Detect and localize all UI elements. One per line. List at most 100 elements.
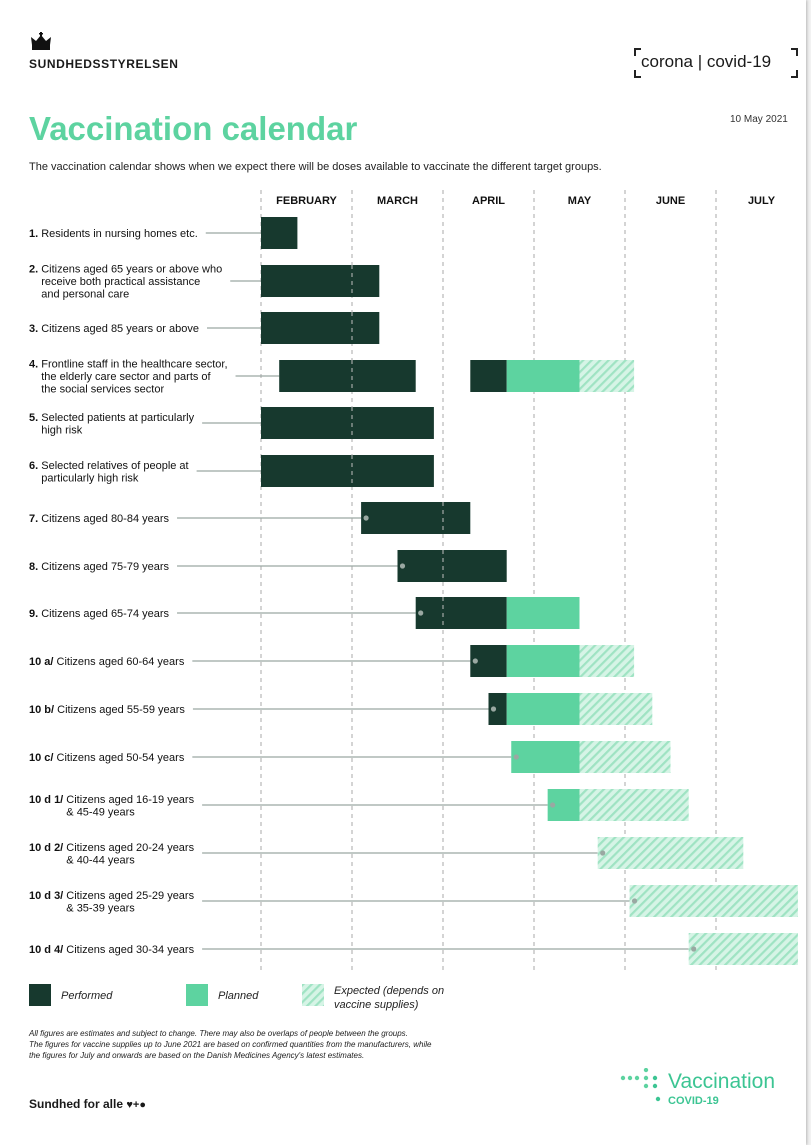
performed-bar	[261, 312, 380, 344]
logo-word: Vaccination	[668, 1070, 776, 1093]
dots-icon	[620, 1068, 661, 1102]
group-label-line: Citizens aged 80-84 years	[41, 513, 169, 525]
connector-dot	[399, 563, 406, 569]
group-label-line: high risk	[41, 424, 82, 436]
group-row: 10 c/ Citizens aged 50-54 years	[29, 741, 671, 773]
group-row: 1. Residents in nursing homes etc.	[29, 217, 298, 249]
expected-bar	[579, 789, 689, 821]
group-number: 6.	[29, 460, 41, 472]
footer-slogan: Sundhed for alle ♥+●	[29, 1097, 146, 1111]
expected-bar	[579, 741, 671, 773]
group-label-line: Selected patients at particularly	[41, 412, 194, 424]
group-row: 9. Citizens aged 65-74 years	[29, 597, 580, 629]
group-label-line: & 35-39 years	[66, 902, 135, 914]
group-number: 10 d 3/	[29, 890, 66, 902]
performed-bar	[397, 550, 507, 582]
group-row: 7. Citizens aged 80-84 years	[29, 502, 471, 534]
connector-dot	[600, 850, 606, 856]
connector-dot	[490, 706, 497, 712]
group-label: 7. Citizens aged 80-84 years	[29, 513, 170, 525]
performed-bar	[361, 502, 471, 534]
performed-bar	[415, 597, 507, 629]
month-label: MAY	[568, 195, 592, 207]
group-label-line: particularly high risk	[41, 472, 139, 484]
legend-expected-line-2: vaccine supplies)	[334, 999, 419, 1011]
group-label-line: Citizens aged 55-59 years	[57, 704, 185, 716]
legend-expected-line-1: Expected (depends on	[334, 985, 445, 997]
group-number: 7.	[29, 513, 41, 525]
connector-dot	[631, 898, 638, 904]
planned-bar	[506, 693, 580, 725]
group-label-line: Citizens aged 85 years or above	[41, 323, 199, 335]
legend-planned-swatch	[186, 984, 208, 1006]
planned-bar	[511, 741, 580, 773]
footnote-line: All figures are estimates and subject to…	[29, 1029, 408, 1038]
group-number: 1.	[29, 228, 41, 240]
group-row: 8. Citizens aged 75-79 years	[29, 550, 507, 582]
group-label: 10 c/ Citizens aged 50-54 years	[29, 752, 185, 764]
planned-bar	[506, 645, 580, 677]
group-label: 10 a/ Citizens aged 60-64 years	[29, 656, 185, 668]
group-number: 9.	[29, 608, 41, 620]
group-row: 3. Citizens aged 85 years or above	[29, 312, 380, 344]
group-number: 10 a/	[29, 656, 57, 668]
performed-bar	[488, 693, 507, 725]
group-label: 6. Selected relatives of people at partic…	[29, 460, 189, 485]
group-label: 10 d 4/ Citizens aged 30-34 years	[29, 944, 195, 956]
planned-bar	[506, 360, 580, 392]
group-label: 10 d 3/ Citizens aged 25-29 years & 35-39…	[29, 890, 195, 915]
logo-sub: COVID-19	[668, 1095, 719, 1107]
group-row: 10 d 4/ Citizens aged 30-34 years	[29, 933, 798, 965]
group-label: 10 d 2/ Citizens aged 20-24 years & 40-44…	[29, 842, 195, 867]
group-label-line: and personal care	[41, 289, 129, 301]
group-row: 6. Selected relatives of people at partic…	[29, 455, 434, 487]
legend-planned-label: Planned	[218, 990, 259, 1002]
group-number: 4.	[29, 359, 41, 371]
connector-dot	[691, 946, 697, 952]
legend-expected-swatch	[302, 984, 324, 1006]
group-label-line: Citizens aged 25-29 years	[66, 890, 194, 902]
legend-expected-label: Expected (depends on vaccine supplies)	[334, 984, 444, 1012]
expected-bar	[579, 645, 635, 677]
performed-bar	[261, 455, 434, 487]
expected-bar	[579, 360, 635, 392]
group-number: 8.	[29, 561, 41, 573]
group-label-line: Citizens aged 60-64 years	[57, 656, 185, 668]
page-subtitle: The vaccination calendar shows when we e…	[29, 161, 602, 173]
group-row: 10 d 2/ Citizens aged 20-24 years & 40-44…	[29, 837, 744, 869]
heart-plus-dot-icon: ♥+●	[126, 1099, 146, 1111]
group-label-line: the social services sector	[41, 384, 164, 396]
group-label-line: & 40-44 years	[66, 854, 135, 866]
expected-bar	[688, 933, 798, 965]
expected-bar	[597, 837, 744, 869]
vaccination-gantt-chart: FEBRUARYMARCHAPRILMAYJUNEJULYAUGUST 1. R…	[29, 190, 798, 970]
agency-name: SUNDHEDSSTYRELSEN	[29, 57, 179, 71]
group-label-line: & 45-49 years	[66, 806, 135, 818]
group-label-line: Residents in nursing homes etc.	[41, 228, 198, 240]
group-row: 10 d 1/ Citizens aged 16-19 years & 45-49…	[29, 789, 689, 821]
slogan-text: Sundhed for alle	[29, 1097, 124, 1111]
group-number: 2.	[29, 264, 41, 276]
group-label: 2. Citizens aged 65 years or above who re…	[29, 264, 222, 301]
legend-performed-swatch	[29, 984, 51, 1006]
connector-dot	[513, 754, 519, 760]
group-label-line: Citizens aged 30-34 years	[66, 944, 194, 956]
group-label: 10 d 1/ Citizens aged 16-19 years & 45-49…	[29, 794, 195, 819]
footnotes: All figures are estimates and subject to…	[29, 1028, 549, 1061]
group-number: 10 b/	[29, 704, 57, 716]
page-title: Vaccination calendar	[29, 110, 358, 147]
performed-bar	[261, 407, 434, 439]
corona-covid-logo: corona | covid-19	[634, 48, 798, 78]
group-row: 10 d 3/ Citizens aged 25-29 years & 35-39…	[29, 885, 798, 917]
connector-dot	[418, 610, 424, 616]
group-label-line: Citizens aged 65-74 years	[41, 608, 169, 620]
group-label-line: Citizens aged 50-54 years	[57, 752, 185, 764]
group-label-line: the elderly care sector and parts of	[41, 371, 211, 383]
group-label-line: Frontline staff in the healthcare sector…	[41, 359, 227, 371]
group-number: 10 d 1/	[29, 794, 66, 806]
group-number: 10 d 4/	[29, 944, 66, 956]
group-number: 10 c/	[29, 752, 57, 764]
group-label-line: Citizens aged 65 years or above who	[41, 264, 222, 276]
group-row: 4. Frontline staff in the healthcare sec…	[29, 359, 635, 396]
